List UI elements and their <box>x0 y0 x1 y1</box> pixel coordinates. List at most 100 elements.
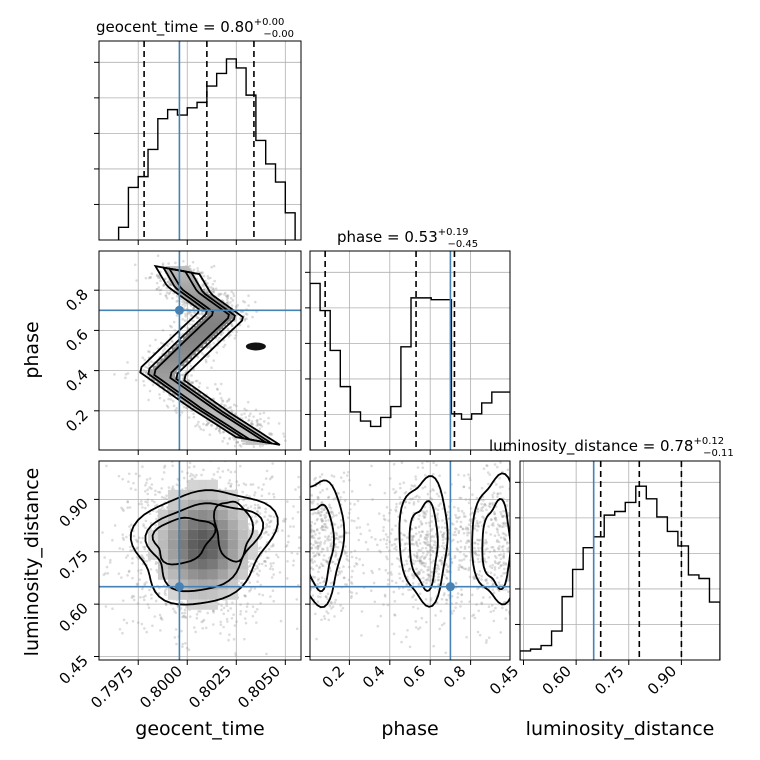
sample-point <box>297 516 300 519</box>
sample-point <box>121 547 125 551</box>
sample-point <box>313 554 317 558</box>
sample-point <box>441 519 444 522</box>
sample-point <box>323 522 326 526</box>
sample-point <box>487 482 490 486</box>
sample-point <box>196 423 199 426</box>
sample-point <box>377 512 381 515</box>
sample-point <box>407 588 410 592</box>
sample-point <box>347 559 351 562</box>
sample-point <box>506 590 510 593</box>
sample-point <box>154 338 157 342</box>
sample-point <box>161 457 164 460</box>
sample-point <box>227 397 231 401</box>
sample-point <box>163 591 167 595</box>
sample-point <box>512 533 515 536</box>
sample-point <box>353 564 356 568</box>
sample-point <box>249 483 253 486</box>
sample-point <box>492 609 495 613</box>
sample-point <box>159 279 162 283</box>
sample-point <box>268 525 271 528</box>
sample-point <box>423 556 426 560</box>
sample-point <box>496 546 500 550</box>
sample-point <box>184 406 188 409</box>
sample-point <box>516 485 519 488</box>
sample-point <box>373 507 376 510</box>
sample-point <box>311 512 314 516</box>
sample-point <box>421 486 425 490</box>
sample-point <box>304 578 307 581</box>
sample-point <box>302 573 305 576</box>
sample-point <box>202 468 205 472</box>
sample-point <box>511 556 514 559</box>
sample-point <box>496 495 499 498</box>
sample-point <box>382 514 386 518</box>
sample-point <box>318 531 321 535</box>
sample-point <box>469 559 472 562</box>
density-cell <box>187 529 198 540</box>
sample-point <box>416 466 420 469</box>
sample-point <box>464 527 468 531</box>
sample-point <box>429 597 433 600</box>
sample-point <box>440 561 443 565</box>
sample-point <box>493 568 497 571</box>
sample-point <box>144 370 148 374</box>
sample-point <box>202 422 205 426</box>
sample-point <box>150 272 154 275</box>
sample-point <box>229 607 233 610</box>
sample-point <box>452 609 456 613</box>
sample-point <box>517 579 520 582</box>
sample-point <box>512 508 515 511</box>
sample-point <box>507 455 510 458</box>
sample-point <box>256 506 260 510</box>
title-geocent-time: geocent_time = 0.80+0.00 −0.00 <box>96 17 294 40</box>
sample-point <box>350 582 354 585</box>
sample-point <box>239 603 242 606</box>
sample-point <box>324 519 328 523</box>
sample-point <box>336 526 340 529</box>
sample-point <box>215 351 219 354</box>
sample-point <box>536 556 539 559</box>
sample-point <box>305 506 308 509</box>
sample-point <box>424 546 428 550</box>
sample-point <box>460 593 464 596</box>
sample-point <box>167 262 170 265</box>
sample-point <box>414 532 418 536</box>
sample-point <box>393 542 397 546</box>
sample-point <box>215 455 218 458</box>
sample-point <box>154 599 158 603</box>
sample-point <box>434 507 437 510</box>
sample-point <box>295 598 299 601</box>
sample-point <box>528 589 531 592</box>
sample-point <box>254 515 257 518</box>
sample-point <box>442 535 445 539</box>
sample-point <box>194 630 197 634</box>
sample-point <box>345 554 349 558</box>
sample-point <box>126 361 129 364</box>
sample-point <box>189 364 193 368</box>
sample-point <box>216 435 219 438</box>
sample-point <box>382 537 386 541</box>
sample-point <box>335 513 338 517</box>
sample-point <box>146 366 149 370</box>
sample-point <box>171 399 175 403</box>
sample-point <box>315 564 319 567</box>
sample-point <box>258 562 261 566</box>
sample-point <box>241 490 245 494</box>
sample-point <box>360 634 363 637</box>
sample-point <box>260 488 264 491</box>
sample-point <box>484 542 488 545</box>
sample-point <box>274 540 277 543</box>
sample-point <box>393 599 397 603</box>
sample-point <box>131 561 134 565</box>
sample-point <box>289 525 292 528</box>
sample-point <box>337 591 340 595</box>
sample-point <box>286 500 289 503</box>
sample-point <box>122 509 125 512</box>
sample-point <box>414 526 418 530</box>
sample-point <box>475 603 478 606</box>
sample-point <box>425 553 429 556</box>
sample-point <box>182 259 185 263</box>
sample-point <box>218 392 222 395</box>
sample-point <box>330 474 334 477</box>
sample-point <box>171 340 174 344</box>
